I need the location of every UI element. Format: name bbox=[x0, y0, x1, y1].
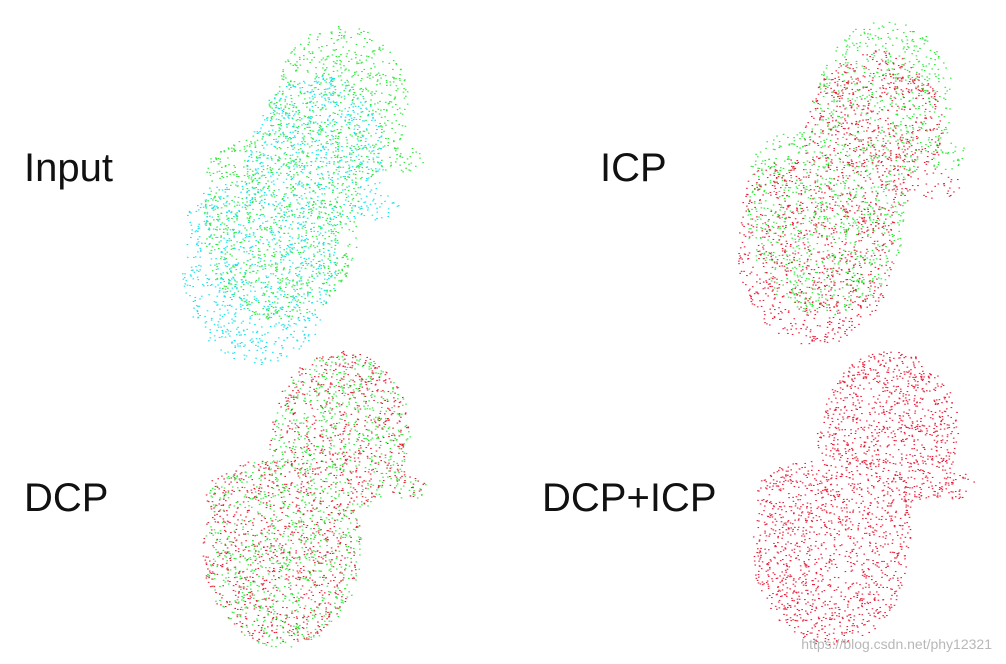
point-cloud-points bbox=[204, 26, 424, 320]
watermark: https://blog.csdn.net/phy12321 bbox=[801, 636, 992, 652]
point-cloud-points bbox=[202, 350, 426, 644]
panel-label-input: Input bbox=[24, 146, 113, 190]
point-cloud-dcp bbox=[202, 350, 427, 648]
point-cloud-dcp-icp bbox=[752, 351, 975, 646]
panel-label-dcp: DCP bbox=[24, 476, 109, 520]
point-cloud-icp bbox=[738, 21, 965, 345]
panel-label-dcp-icp: DCP+ICP bbox=[542, 476, 717, 520]
point-cloud-points bbox=[205, 354, 427, 648]
point-cloud-points bbox=[182, 75, 400, 365]
point-cloud-points bbox=[752, 351, 975, 646]
point-cloud-points bbox=[747, 21, 965, 315]
point-cloud-input bbox=[182, 26, 424, 365]
point-cloud-points bbox=[738, 50, 961, 345]
panel-label-icp: ICP bbox=[600, 146, 667, 190]
